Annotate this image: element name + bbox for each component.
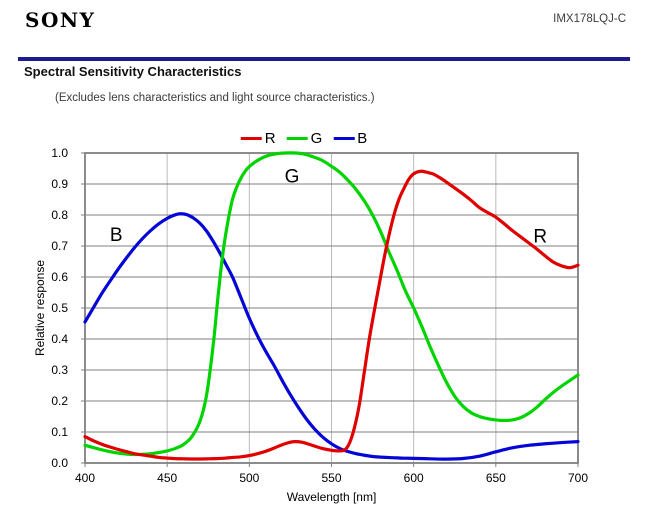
header-rule — [18, 57, 630, 61]
legend-label-r: R — [264, 130, 276, 147]
page-subtitle: (Excludes lens characteristics and light… — [55, 92, 375, 104]
curve-annotations: B G R — [110, 166, 547, 247]
svg-text:400: 400 — [75, 471, 95, 485]
svg-text:0.3: 0.3 — [51, 363, 68, 377]
svg-text:0.4: 0.4 — [51, 332, 68, 346]
svg-text:0.9: 0.9 — [51, 177, 68, 191]
svg-text:0.2: 0.2 — [51, 394, 68, 408]
svg-text:600: 600 — [404, 471, 424, 485]
svg-text:0.0: 0.0 — [51, 456, 68, 470]
legend-item-r: R — [240, 130, 276, 147]
y-axis-title: Relative response — [33, 260, 47, 356]
svg-text:0.5: 0.5 — [51, 301, 68, 315]
series-B-curve — [83, 212, 580, 461]
svg-text:0.7: 0.7 — [51, 239, 68, 253]
series-G-curve — [83, 151, 580, 457]
curve-label-b: B — [110, 225, 123, 246]
svg-text:550: 550 — [321, 471, 341, 485]
legend-label-g: G — [310, 130, 323, 147]
svg-text:700: 700 — [568, 471, 588, 485]
legend-item-b: B — [333, 131, 367, 146]
page-title: Spectral Sensitivity Characteristics — [24, 64, 242, 79]
curve-label-g: G — [285, 166, 300, 187]
grid-horizontal — [85, 183, 578, 433]
svg-text:450: 450 — [157, 471, 177, 485]
sony-logo: SONY — [25, 8, 96, 32]
y-tick-labels: 0.0 0.1 0.2 0.3 0.4 0.5 0.6 0.7 0.8 0.9 1.0 — [51, 146, 68, 470]
x-tick-labels: 400 450 500 550 600 650 700 — [75, 471, 588, 485]
legend-swatch-b — [333, 137, 355, 140]
legend-label-b: B — [357, 130, 368, 147]
x-axis-title: Wavelength [nm] — [287, 490, 377, 504]
svg-text:500: 500 — [239, 471, 259, 485]
svg-text:0.6: 0.6 — [51, 270, 68, 284]
plot-border — [84, 152, 579, 464]
curve-label-r: R — [533, 227, 547, 248]
svg-text:1.0: 1.0 — [51, 146, 68, 160]
svg-text:650: 650 — [486, 471, 506, 485]
legend-item-g: G — [286, 130, 323, 147]
product-id: IMX178LQJ-C — [553, 13, 626, 25]
svg-text:0.1: 0.1 — [51, 425, 68, 439]
legend-swatch-g — [286, 137, 308, 140]
series-R-curve — [83, 169, 580, 461]
svg-text:0.8: 0.8 — [51, 208, 68, 222]
legend-swatch-r — [240, 137, 262, 140]
